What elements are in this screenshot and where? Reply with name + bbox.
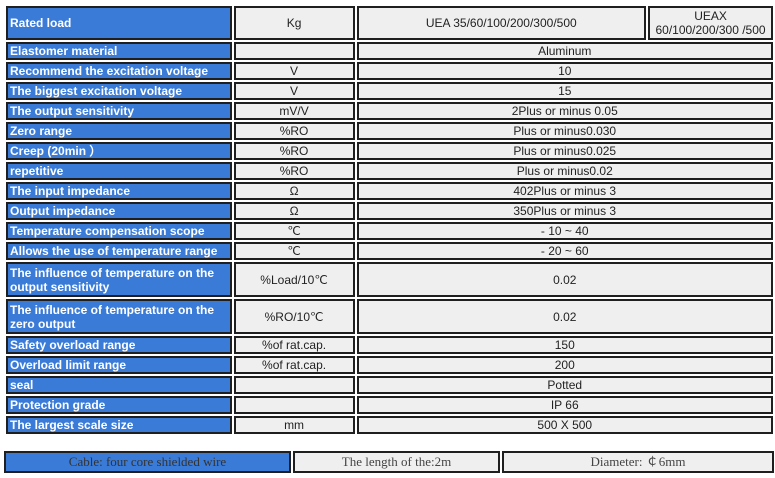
row-value: 0.02	[356, 299, 773, 334]
header-model-b: UEAX 60/100/200/300 /500	[648, 6, 773, 40]
footer-length: The length of the:2m	[293, 451, 500, 473]
row-label: The largest scale size	[6, 416, 232, 434]
row-value: Plus or minus0.030	[356, 122, 773, 140]
header-label: Rated load	[6, 6, 232, 40]
row-value: 200	[356, 356, 773, 374]
row-value: 402Plus or minus 3	[356, 182, 773, 200]
row-value: 350Plus or minus 3	[356, 202, 773, 220]
row-value: 150	[356, 336, 773, 354]
row-unit: Ω	[233, 202, 355, 220]
row-unit	[233, 376, 355, 394]
row-unit: V	[233, 62, 355, 80]
spec-row: Overload limit range %of rat.cap. 200	[6, 356, 773, 374]
row-value: IP 66	[356, 396, 773, 414]
row-label: The influence of temperature on the outp…	[6, 262, 232, 297]
row-label: Output impedance	[6, 202, 232, 220]
row-label: Allows the use of temperature range	[6, 242, 232, 260]
spec-row: seal Potted	[6, 376, 773, 394]
row-unit: %RO/10℃	[233, 299, 355, 334]
row-value: Potted	[356, 376, 773, 394]
spec-row: The input impedance Ω 402Plus or minus 3	[6, 182, 773, 200]
row-unit	[233, 42, 355, 60]
row-value: Plus or minus0.025	[356, 142, 773, 160]
spec-table-container: Rated load Kg UEA 35/60/100/200/300/500 …	[4, 4, 775, 436]
row-label: The output sensitivity	[6, 102, 232, 120]
row-label: Overload limit range	[6, 356, 232, 374]
header-model-a: UEA 35/60/100/200/300/500	[356, 6, 647, 40]
spec-row: repetitive %RO Plus or minus0.02	[6, 162, 773, 180]
footer-diameter: Diameter: ￠6mm	[502, 451, 774, 473]
spec-row: The influence of temperature on the zero…	[6, 299, 773, 334]
row-label: Temperature compensation scope	[6, 222, 232, 240]
footer-row: Cable: four core shielded wire The lengt…	[4, 451, 774, 473]
row-value: 2Plus or minus 0.05	[356, 102, 773, 120]
spec-row: Elastomer material Aluminum	[6, 42, 773, 60]
row-value: 15	[356, 82, 773, 100]
row-unit: %RO	[233, 142, 355, 160]
spec-row: Zero range %RO Plus or minus0.030	[6, 122, 773, 140]
row-unit: %RO	[233, 122, 355, 140]
spec-row: Protection grade IP 66	[6, 396, 773, 414]
row-label: The input impedance	[6, 182, 232, 200]
row-value: Aluminum	[356, 42, 773, 60]
row-value: Plus or minus0.02	[356, 162, 773, 180]
row-unit: %of rat.cap.	[233, 356, 355, 374]
row-unit: V	[233, 82, 355, 100]
row-label: The biggest excitation voltage	[6, 82, 232, 100]
row-label: The influence of temperature on the zero…	[6, 299, 232, 334]
row-value: - 10 ~ 40	[356, 222, 773, 240]
row-label: repetitive	[6, 162, 232, 180]
row-unit: mm	[233, 416, 355, 434]
row-label: Recommend the excitation voltage	[6, 62, 232, 80]
spec-row: The output sensitivity mV/V 2Plus or minus…	[6, 102, 773, 120]
row-value: 500 X 500	[356, 416, 773, 434]
spec-row: Allows the use of temperature range ℃ - 20…	[6, 242, 773, 260]
row-value: 0.02	[356, 262, 773, 297]
row-value: - 20 ~ 60	[356, 242, 773, 260]
spec-row: The influence of temperature on the outp…	[6, 262, 773, 297]
row-unit: %of rat.cap.	[233, 336, 355, 354]
spec-table: Rated load Kg UEA 35/60/100/200/300/500 …	[4, 4, 775, 436]
row-label: seal	[6, 376, 232, 394]
row-unit: ℃	[233, 242, 355, 260]
spec-row: Safety overload range %of rat.cap. 150	[6, 336, 773, 354]
row-value: 10	[356, 62, 773, 80]
spec-row: Recommend the excitation voltage V 10	[6, 62, 773, 80]
row-label: Creep (20min ）	[6, 142, 232, 160]
row-label: Zero range	[6, 122, 232, 140]
row-unit: ℃	[233, 222, 355, 240]
row-label: Elastomer material	[6, 42, 232, 60]
spec-row: Creep (20min ） %RO Plus or minus0.025	[6, 142, 773, 160]
row-unit: mV/V	[233, 102, 355, 120]
footer-cable: Cable: four core shielded wire	[4, 451, 291, 473]
row-unit: Ω	[233, 182, 355, 200]
row-label: Safety overload range	[6, 336, 232, 354]
row-unit	[233, 396, 355, 414]
spec-row: Output impedance Ω 350Plus or minus 3	[6, 202, 773, 220]
row-unit: %RO	[233, 162, 355, 180]
spec-row: Temperature compensation scope ℃ - 10 ~ 40	[6, 222, 773, 240]
header-unit: Kg	[233, 6, 355, 40]
row-unit: %Load/10℃	[233, 262, 355, 297]
header-row: Rated load Kg UEA 35/60/100/200/300/500 …	[6, 6, 773, 40]
spec-row: The largest scale size mm 500 X 500	[6, 416, 773, 434]
row-label: Protection grade	[6, 396, 232, 414]
spec-row: The biggest excitation voltage V 15	[6, 82, 773, 100]
